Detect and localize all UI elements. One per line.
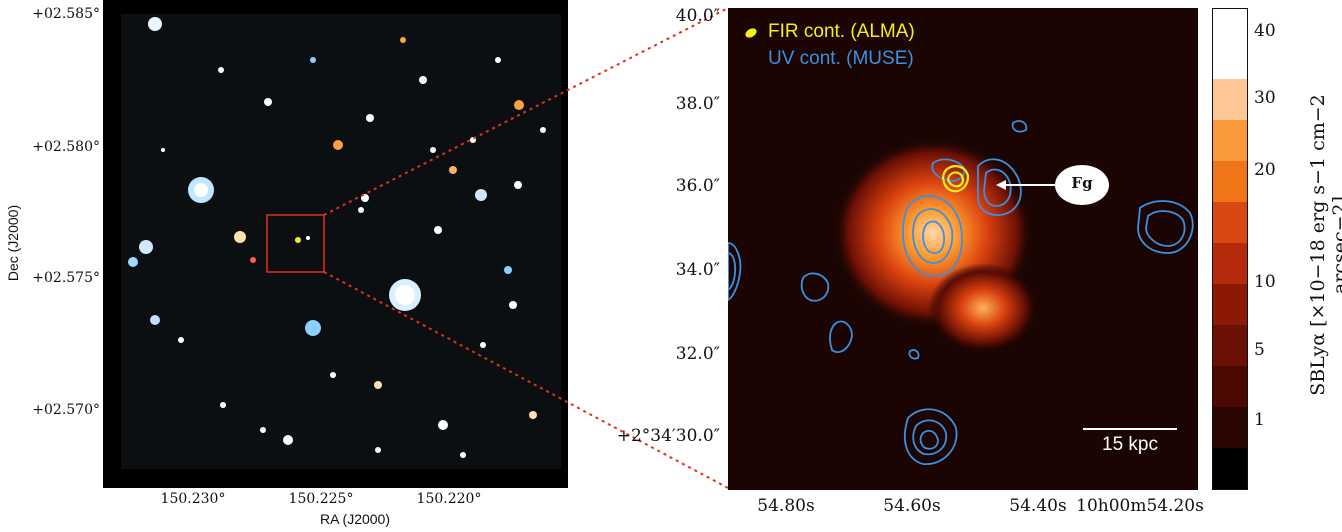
right-y-tick: 38.0″ — [675, 94, 720, 114]
left-xlabel: RA (J2000) — [319, 511, 391, 527]
left-y-tick: +02.585° — [32, 6, 100, 22]
right-y-tick: +2°34′30.0″ — [616, 426, 720, 446]
right-x-tick: 10h00m54.20s — [1076, 496, 1204, 516]
zoom-box — [266, 214, 325, 273]
right-x-tick: 54.40s — [1009, 496, 1067, 516]
colorbar-tick: 1 — [1254, 410, 1265, 430]
right-y-tick: 32.0″ — [675, 344, 720, 364]
right-x-tick: 54.80s — [757, 496, 815, 516]
right-y-tick: 36.0″ — [675, 176, 720, 196]
left-x-tick: 150.220° — [416, 491, 482, 507]
right-y-tick: 40.0″ — [675, 6, 720, 26]
left-x-tick: 150.230° — [160, 491, 226, 507]
legend-uv: UV cont. (MUSE) — [768, 48, 914, 69]
lya-map — [728, 8, 1198, 490]
right-x-tick: 54.60s — [883, 496, 941, 516]
colorbar-label: SBLyα [×10−18 erg s−1 cm−2 arcsec−2] — [1307, 94, 1342, 396]
left-x-tick: 150.225° — [288, 491, 354, 507]
colorbar-tick: 20 — [1254, 160, 1276, 180]
left-y-tick: +02.580° — [32, 139, 100, 155]
uv-contours — [728, 120, 1194, 465]
colorbar-tick: 10 — [1254, 272, 1276, 292]
colorbar-tick: 5 — [1254, 340, 1265, 360]
stars — [128, 17, 546, 458]
legend-fir: FIR cont. (ALMA) — [768, 21, 915, 42]
scale-bar-label: 15 kpc — [1102, 434, 1158, 455]
colorbar-tick: 40 — [1254, 21, 1276, 41]
left-y-tick: +02.570° — [32, 402, 100, 418]
lya-tail — [928, 263, 1038, 353]
left-y-tick: +02.575° — [32, 270, 100, 286]
fir-contours — [942, 165, 970, 193]
colorbar-strip — [1212, 8, 1248, 490]
colorbar-tick: 30 — [1254, 88, 1276, 108]
fir-legend-marker — [745, 28, 757, 38]
fg-label: Fg — [1071, 174, 1093, 192]
image-footprint — [121, 14, 561, 469]
right-y-tick: 34.0″ — [675, 260, 720, 280]
fg-arrowhead — [996, 180, 1006, 190]
fg-marker — [1055, 165, 1109, 205]
deep-field-image — [103, 0, 568, 488]
